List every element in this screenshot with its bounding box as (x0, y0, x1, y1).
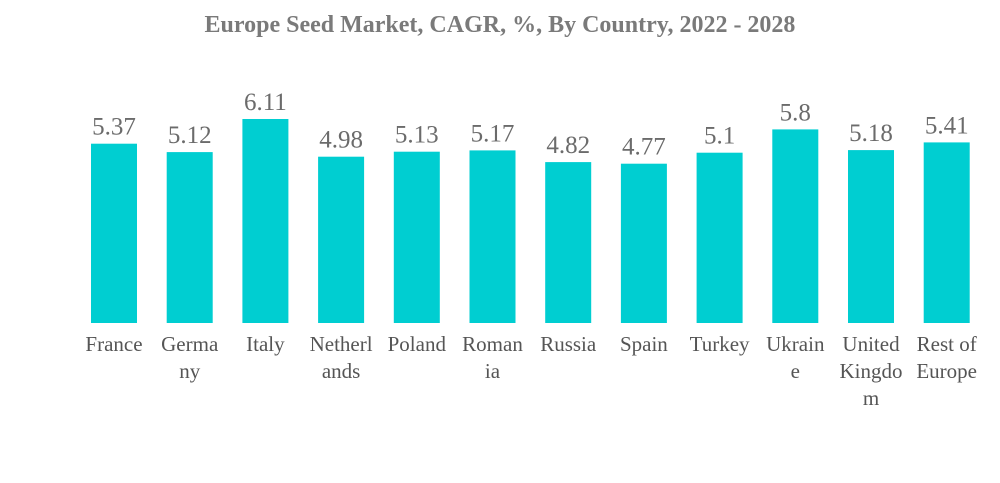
category-label: Russia (540, 332, 597, 356)
data-label: 5.37 (92, 114, 136, 141)
data-label: 6.11 (244, 89, 287, 116)
bars-group (91, 119, 970, 323)
data-label: 5.13 (395, 122, 439, 149)
category-label: Spain (620, 332, 668, 356)
data-label: 4.98 (319, 127, 363, 154)
value-labels-group: 5.37 5.12 6.11 4.98 5.13 5.17 4.82 4.77 5.1 5.8 5.… (92, 89, 968, 161)
category-label: Germa ny (161, 332, 219, 383)
bar-netherlands (318, 156, 365, 323)
bar-germany (166, 152, 213, 323)
data-label: 5.41 (925, 112, 969, 139)
data-label: 5.1 (704, 123, 735, 150)
bar-united-kingdom (848, 150, 894, 323)
bar-spain (620, 163, 667, 323)
bar-romania (469, 150, 516, 323)
data-label: 4.82 (546, 132, 590, 159)
category-labels-group: France Germa ny Italy Netherl ands Poland Roman… (85, 332, 977, 410)
data-label: 5.18 (849, 120, 893, 147)
category-label: Turkey (690, 332, 750, 356)
data-label: 4.77 (622, 134, 666, 161)
data-label: 5.17 (471, 120, 515, 147)
category-label: Poland (388, 332, 447, 356)
category-label: Rest of Europe (916, 332, 977, 383)
bar-ukraine (772, 129, 819, 323)
category-label: France (85, 332, 142, 356)
category-label: Roman ia (462, 332, 523, 383)
category-label: Ukrain e (766, 332, 825, 383)
data-label: 5.8 (780, 99, 811, 126)
bar-france (91, 143, 137, 323)
data-label: 5.12 (168, 122, 212, 149)
bar-turkey (696, 152, 743, 323)
category-label: United Kingdo m (840, 332, 903, 410)
bar-poland (393, 151, 440, 323)
bar-russia (545, 162, 592, 323)
category-label: Netherl ands (310, 332, 373, 383)
bar-italy (242, 119, 289, 323)
bar-rest-of-europe (923, 142, 970, 323)
category-label: Italy (246, 332, 285, 356)
chart-title: Europe Seed Market, CAGR, %, By Country,… (204, 12, 796, 38)
